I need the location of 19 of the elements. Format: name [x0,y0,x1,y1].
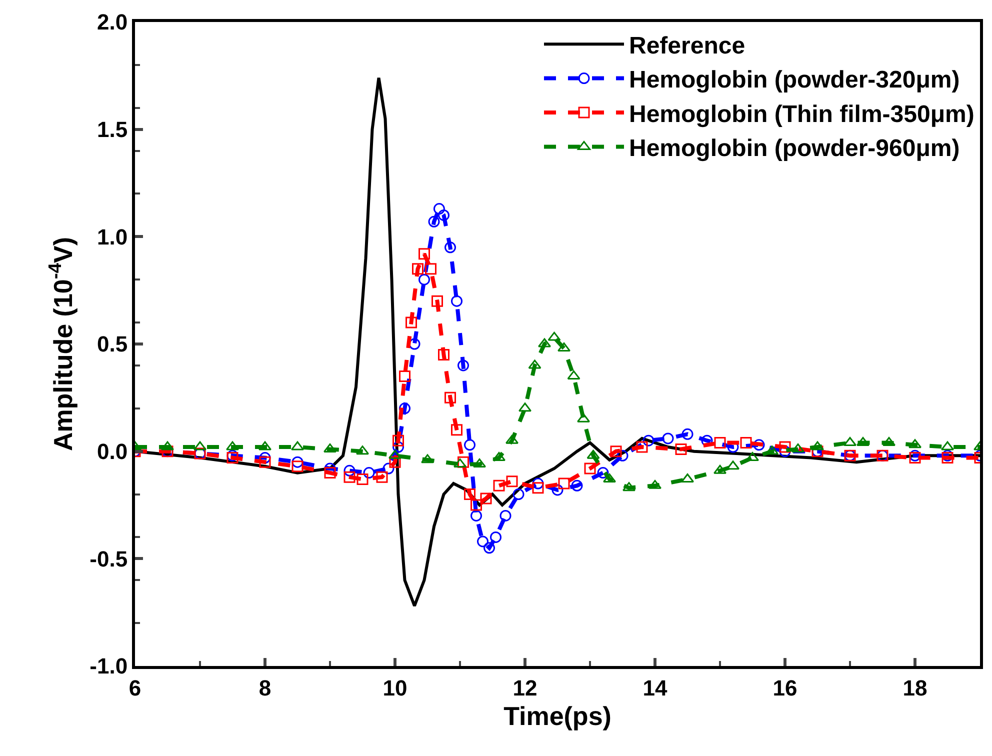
x-tick-label: 12 [512,675,538,700]
legend-label: Hemoglobin (powder-960μm) [629,135,960,162]
x-tick-label: 10 [382,675,408,700]
y-tick-label: -0.5 [90,546,128,572]
x-tick-label: 14 [642,675,668,700]
legend-label: Hemoglobin (powder-320μm) [629,66,960,94]
legend-label: Reference [629,32,746,60]
x-tick-label: 8 [258,675,272,700]
y-tick-label: -1.0 [90,654,128,679]
y-tick-label: 2.0 [97,10,128,35]
y-tick-label: 0.0 [97,439,128,464]
y-tick-label: 1.0 [97,224,128,250]
x-axis-title: Time(ps) [504,701,612,732]
x-tick-label: 18 [902,675,928,700]
x-tick-label: 16 [772,675,798,700]
y-tick-label: 1.5 [97,117,128,142]
y-tick-label: 0.5 [97,332,128,357]
legend-label: Hemoglobin (Thin film-350μm) [629,100,974,128]
x-tick-label: 6 [128,675,142,700]
